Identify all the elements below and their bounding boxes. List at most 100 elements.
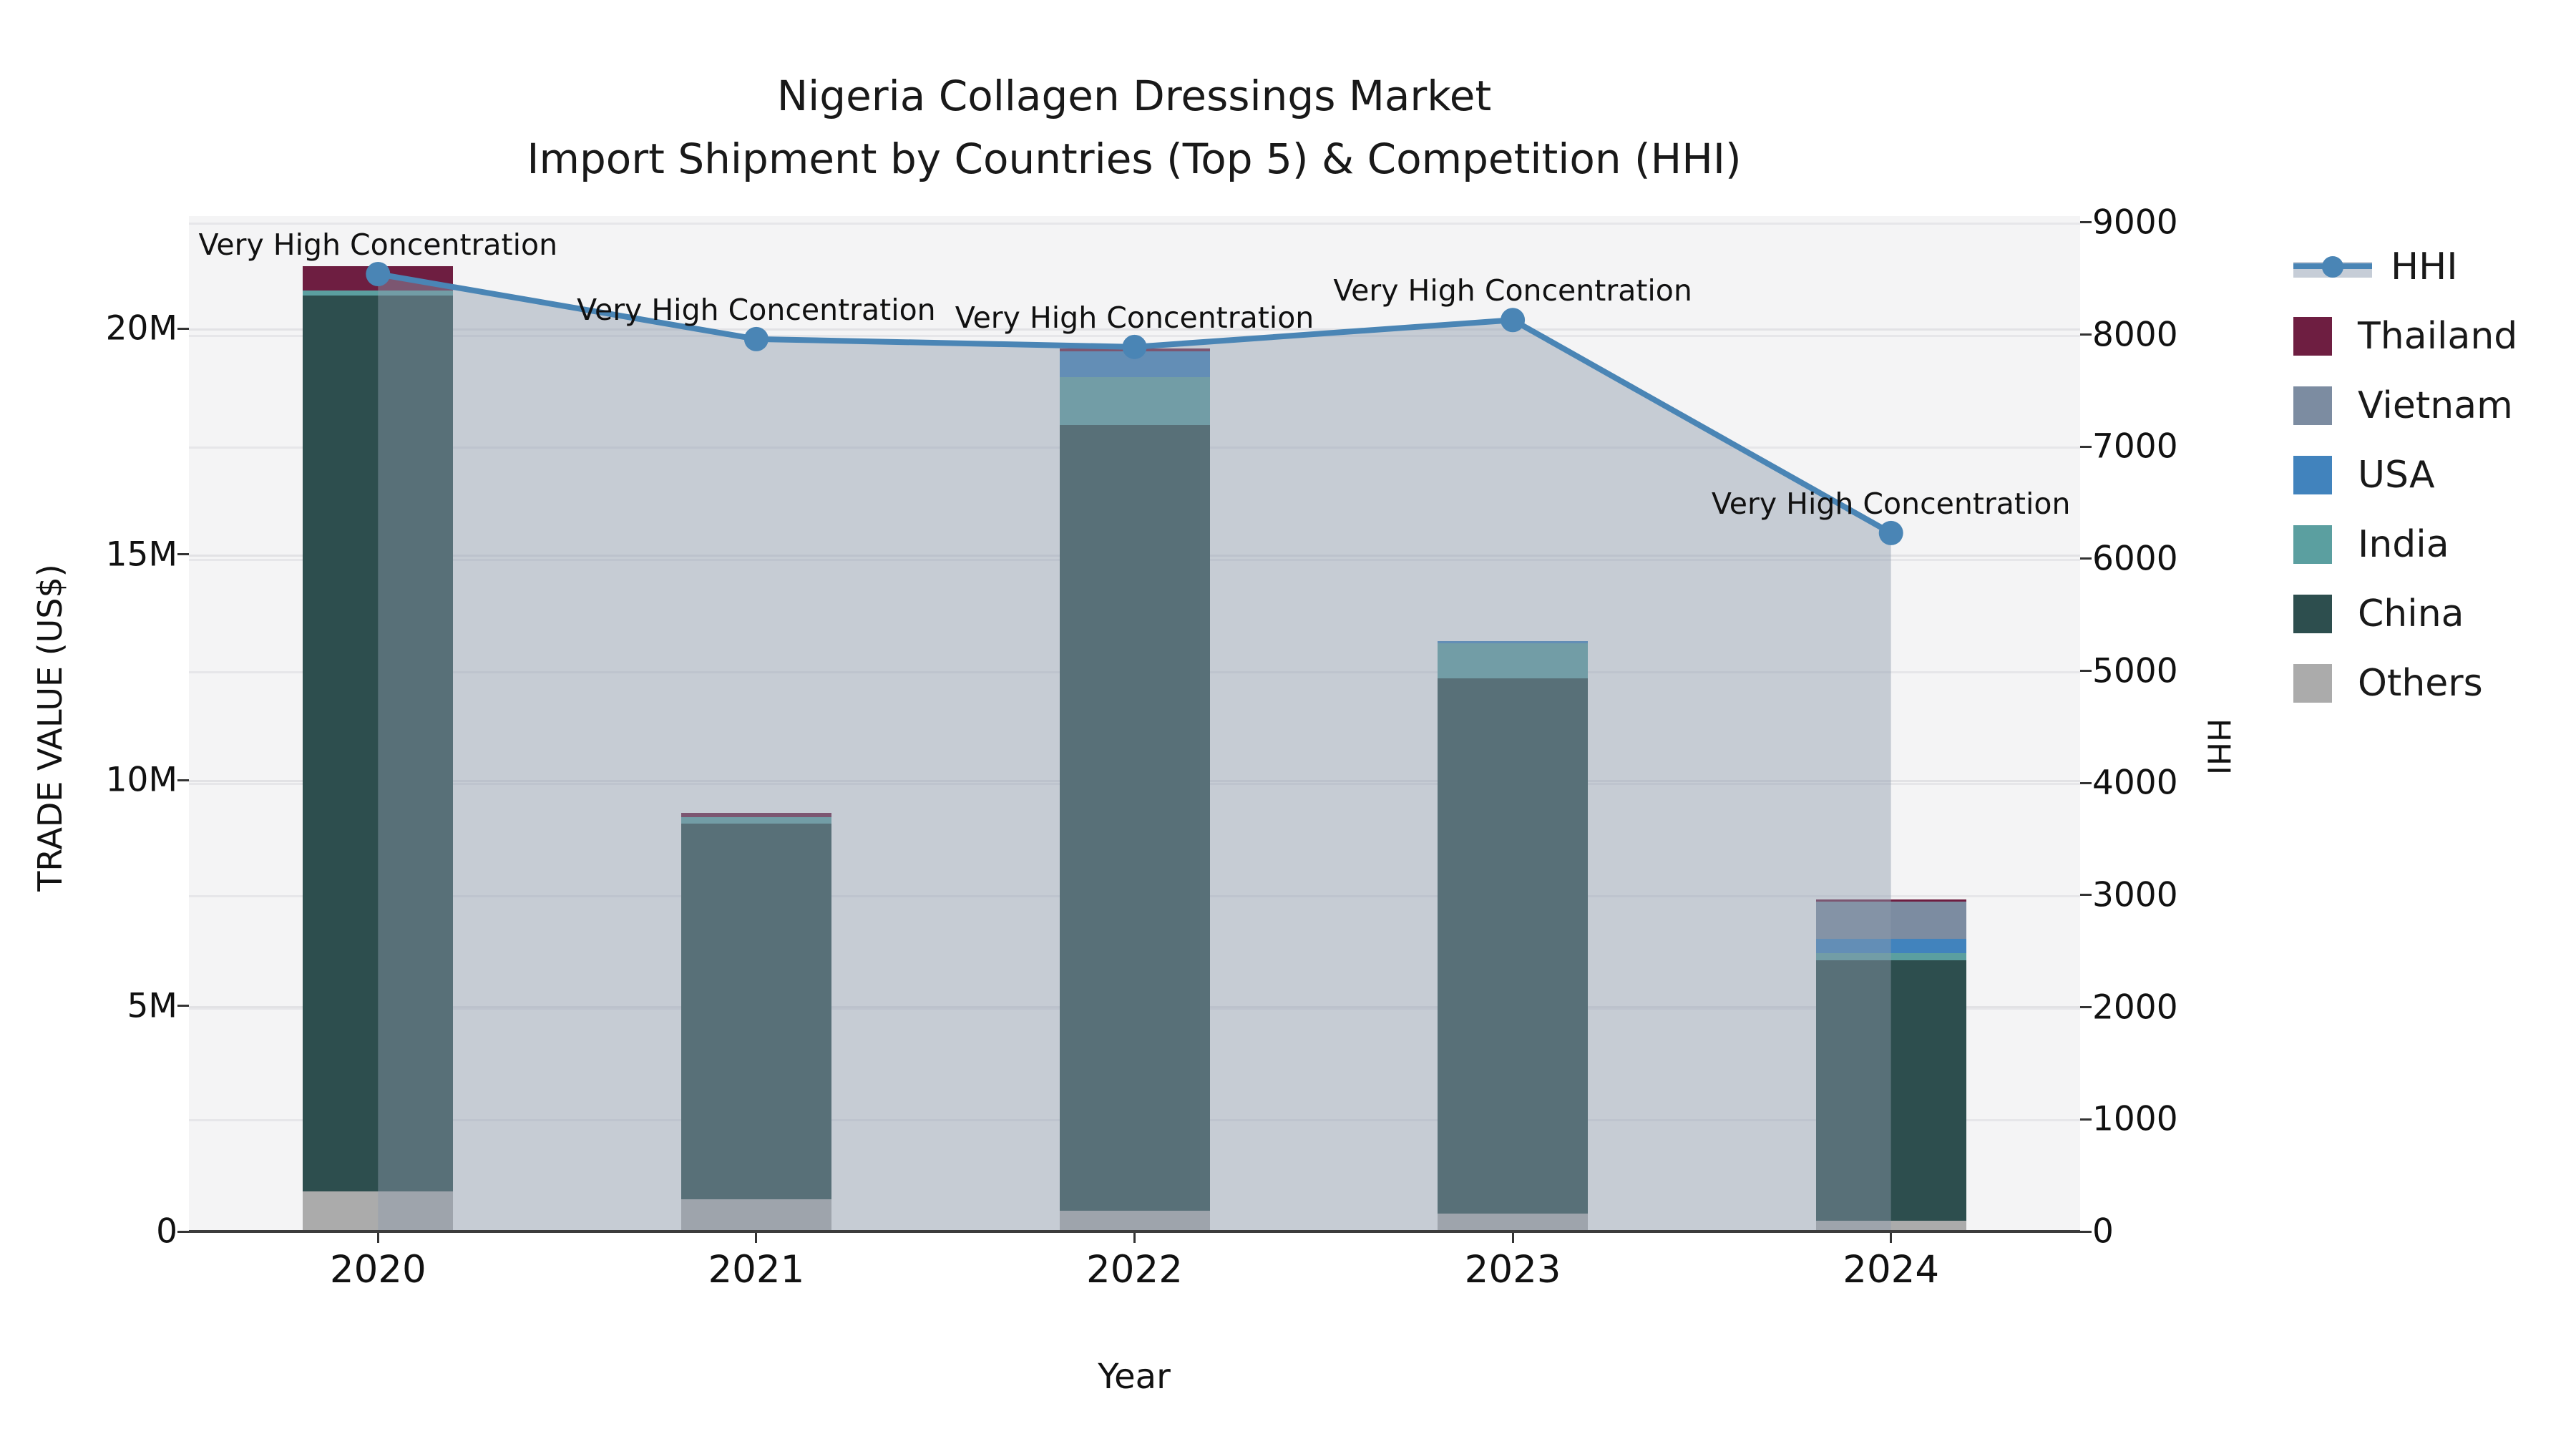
annotation-2021: Very High Concentration	[577, 292, 936, 327]
y-left-tickmark-10M	[177, 779, 189, 781]
legend-item-thailand: Thailand	[2293, 301, 2517, 371]
bar-2022-others	[1059, 1210, 1210, 1231]
bar-2021-india	[680, 817, 831, 824]
y-left-tickmark-20M	[177, 327, 189, 330]
bar-2023-india	[1438, 643, 1589, 679]
legend-item-india: India	[2293, 509, 2517, 579]
y-right-tick-6000: 6000	[2092, 539, 2178, 579]
x-tick-2021: 2021	[708, 1248, 805, 1292]
bar-2020-others	[303, 1191, 454, 1231]
annotation-2024: Very High Concentration	[1711, 486, 2071, 521]
legend-item-vietnam: Vietnam	[2293, 371, 2517, 440]
chart-title-line1: Nigeria Collagen Dressings Market	[776, 72, 1492, 120]
hhi-point-2024	[1878, 520, 1903, 545]
plot-area: Very High Concentration Very High Concent…	[189, 216, 2080, 1231]
bar-2023-china	[1438, 678, 1589, 1214]
bar-2021-thailand	[680, 813, 831, 818]
y-right-tick-0: 0	[2092, 1211, 2114, 1252]
x-tick-2024: 2024	[1843, 1248, 1940, 1292]
gridline-hhi-9000	[189, 222, 2080, 225]
hhi-line-area	[366, 262, 1903, 1231]
y-right-tickmark-9000	[2080, 221, 2092, 224]
annotation-2022: Very High Concentration	[955, 300, 1314, 335]
x-tickmark-2022	[1133, 1233, 1136, 1243]
bar-2024-usa	[1815, 938, 1966, 953]
y-right-tick-5000: 5000	[2092, 651, 2178, 691]
y-right-tickmark-8000	[2080, 333, 2092, 336]
y-left-tick-15M: 15M	[105, 535, 177, 575]
hhi-point-2022	[1122, 334, 1147, 359]
y-right-tickmark-4000	[2080, 781, 2092, 784]
x-tickmark-2023	[1511, 1233, 1514, 1243]
y-right-tick-9000: 9000	[2092, 203, 2178, 243]
bar-2022-india	[1059, 377, 1210, 426]
legend-item-hhi: HHI	[2293, 232, 2517, 301]
y-right-tick-4000: 4000	[2092, 763, 2178, 803]
y-left-tick-10M: 10M	[105, 760, 177, 800]
x-tick-2022: 2022	[1086, 1248, 1183, 1292]
x-tickmark-2020	[376, 1233, 379, 1243]
x-axis-title: Year	[1098, 1357, 1171, 1397]
y-right-tick-7000: 7000	[2092, 426, 2178, 467]
legend-item-others: Others	[2293, 648, 2517, 718]
legend-label-india: India	[2358, 522, 2449, 566]
legend-item-usa: USA	[2293, 440, 2517, 509]
x-tick-2020: 2020	[329, 1248, 426, 1292]
bar-2022-china	[1059, 425, 1210, 1211]
legend-label-thailand: Thailand	[2358, 314, 2518, 358]
y-right-tick-2000: 2000	[2092, 987, 2178, 1028]
hhi-markers	[366, 262, 1903, 545]
y-left-tick-0: 0	[156, 1211, 177, 1252]
bar-2021-others	[680, 1199, 831, 1231]
bar-2024-india	[1815, 952, 1966, 960]
y-right-tickmark-7000	[2080, 445, 2092, 448]
legend-swatch-usa	[2293, 455, 2332, 494]
bar-2024-china	[1815, 960, 1966, 1221]
y-right-tickmark-3000	[2080, 894, 2092, 897]
x-tick-2023: 2023	[1464, 1248, 1561, 1292]
hhi-point-2020	[366, 262, 391, 287]
y-right-tickmark-6000	[2080, 557, 2092, 560]
y-left-tickmark-5M	[177, 1005, 189, 1008]
legend-label-vietnam: Vietnam	[2358, 384, 2513, 427]
y-right-tickmark-2000	[2080, 1006, 2092, 1009]
x-axis-spine	[189, 1230, 2080, 1233]
y-left-tick-5M: 5M	[127, 986, 177, 1026]
bar-2020-india	[303, 291, 454, 296]
legend-swatch-thailand	[2293, 316, 2332, 356]
y-left-tickmark-15M	[177, 553, 189, 556]
legend-label-china: China	[2358, 592, 2464, 635]
y-left-tickmark-0	[177, 1230, 189, 1233]
hhi-point-2023	[1501, 308, 1526, 333]
bar-2021-china	[680, 824, 831, 1200]
gridline-trade-20M	[189, 328, 2080, 331]
legend-label-others: Others	[2358, 661, 2483, 705]
legend-label-usa: USA	[2358, 453, 2435, 497]
hhi-area-fill	[378, 274, 1891, 1231]
legend-label-hhi: HHI	[2391, 245, 2458, 288]
legend-hhi-line-dot	[2322, 255, 2343, 278]
bar-2024-others	[1815, 1220, 1966, 1231]
y-right-axis-title: HHI	[2200, 718, 2237, 776]
legend-hhi-line-symbol	[2293, 248, 2372, 286]
legend-swatch-vietnam	[2293, 386, 2332, 425]
y-right-tickmark-1000	[2080, 1118, 2092, 1121]
y-left-tick-20M: 20M	[105, 308, 177, 348]
legend-item-china: China	[2293, 579, 2517, 648]
bar-2024-thailand	[1815, 899, 1966, 902]
bar-2023-others	[1438, 1213, 1589, 1231]
annotation-2020: Very High Concentration	[198, 228, 558, 262]
y-right-tick-3000: 3000	[2092, 875, 2178, 915]
bar-2020-china	[303, 296, 454, 1192]
y-right-tick-8000: 8000	[2092, 315, 2178, 355]
chart-title-line2: Import Shipment by Countries (Top 5) & C…	[527, 135, 1742, 183]
y-left-axis-title: TRADE VALUE (US$)	[31, 564, 69, 892]
legend: HHI Thailand Vietnam USA India China Others	[2293, 232, 2517, 718]
legend-swatch-others	[2293, 663, 2332, 703]
bar-2024-vietnam	[1815, 902, 1966, 939]
y-right-tickmark-5000	[2080, 670, 2092, 673]
annotation-2023: Very High Concentration	[1333, 273, 1692, 308]
x-tickmark-2024	[1890, 1233, 1893, 1243]
y-right-tick-1000: 1000	[2092, 1099, 2178, 1139]
